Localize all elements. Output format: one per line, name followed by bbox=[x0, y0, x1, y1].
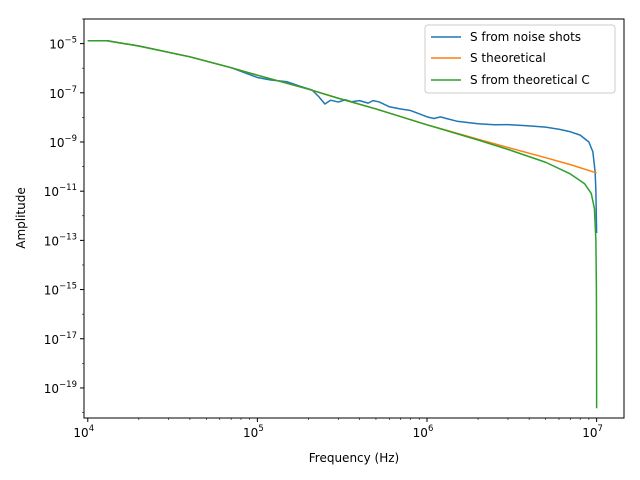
y-axis-label: Amplitude bbox=[14, 187, 28, 249]
y-tick-label-4: 10−13 bbox=[44, 232, 77, 248]
y-tick-label-0: 10−5 bbox=[49, 36, 77, 52]
y-tick-label-6: 10−17 bbox=[44, 331, 77, 347]
x-tick-label-3: 107 bbox=[582, 424, 603, 440]
legend-label-theoretical-c: S from theoretical C bbox=[470, 73, 590, 87]
legend-box bbox=[424, 24, 616, 94]
y-tick-label-1: 10−7 bbox=[49, 85, 77, 101]
legend: S from noise shots S theoretical S from … bbox=[424, 24, 616, 94]
legend-label-theoretical: S theoretical bbox=[470, 51, 546, 65]
y-tick-label-5: 10−15 bbox=[44, 282, 77, 298]
series-layer bbox=[87, 40, 598, 409]
x-axis-label: Frequency (Hz) bbox=[309, 451, 400, 465]
plot-frame bbox=[83, 18, 625, 419]
legend-label-noise-shots: S from noise shots bbox=[470, 30, 581, 44]
y-tick-label-7: 10−19 bbox=[44, 380, 77, 396]
x-axis: 104 105 106 107 bbox=[73, 418, 603, 440]
y-axis: 10−5 10−7 10−9 10−11 10−13 10−15 10−17 10−19 bbox=[44, 18, 84, 413]
series-line-2 bbox=[87, 40, 598, 409]
x-tick-label-1: 105 bbox=[243, 424, 264, 440]
x-tick-label-0: 104 bbox=[73, 424, 94, 440]
series-line-0 bbox=[87, 40, 598, 233]
y-tick-label-2: 10−9 bbox=[49, 134, 77, 150]
x-tick-label-2: 106 bbox=[413, 424, 434, 440]
y-tick-label-3: 10−11 bbox=[44, 183, 77, 199]
